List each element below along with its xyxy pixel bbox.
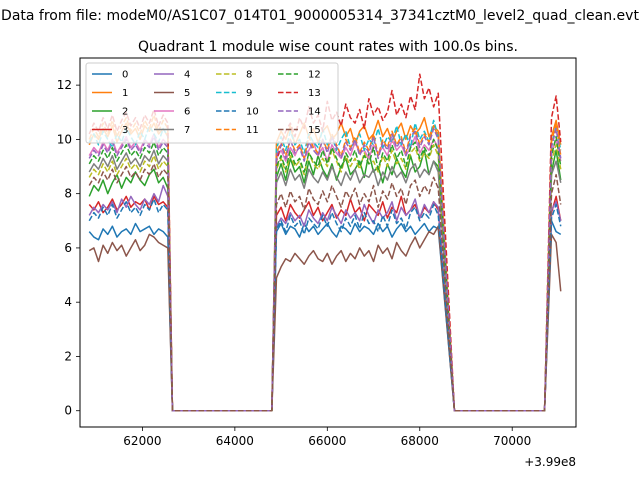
x-tick-label: 66000 [308, 434, 346, 448]
series-line-7 [88, 149, 562, 412]
x-tick-label: 68000 [401, 434, 439, 448]
chart-title: Quadrant 1 module wise count rates with … [138, 39, 518, 55]
legend-label: 13 [308, 88, 321, 99]
legend-label: 12 [308, 70, 321, 81]
legend-label: 1 [122, 88, 128, 99]
axes-frame [79, 57, 577, 428]
y-tick-label: 4 [64, 295, 72, 309]
series-line-9 [88, 119, 562, 412]
y-tick-label: 8 [64, 187, 72, 201]
y-tick-label: 10 [57, 132, 72, 146]
legend-label: 10 [246, 107, 259, 118]
legend-label: 8 [246, 70, 252, 81]
legend-label: 4 [184, 70, 190, 81]
series-line-12 [88, 135, 562, 412]
legend-label: 11 [246, 125, 259, 136]
y-axis: 0 2 4 6 8 10 12 [57, 78, 80, 418]
y-tick-label: 12 [57, 78, 72, 92]
y-tick-label: 0 [64, 404, 72, 418]
legend-label: 6 [184, 107, 190, 118]
legend-label: 15 [308, 125, 321, 136]
series-line-0 [88, 220, 562, 412]
series-line-8 [88, 144, 562, 412]
series-line-2 [88, 149, 562, 412]
series-line-5 [88, 225, 562, 412]
x-axis-offset-label: +3.99e8 [524, 455, 576, 469]
legend-label: 3 [122, 125, 128, 136]
series-line-10 [88, 198, 562, 412]
legend-label: 7 [184, 125, 190, 136]
legend-label: 2 [122, 107, 128, 118]
series-line-4 [88, 184, 562, 412]
x-tick-label: 64000 [216, 434, 254, 448]
y-tick-label: 2 [64, 349, 72, 363]
legend-label: 9 [246, 88, 252, 99]
series-line-3 [88, 195, 562, 412]
x-axis: 62000 64000 66000 68000 70000 [123, 427, 531, 448]
series-line-15 [88, 163, 562, 412]
series-line-14 [88, 127, 562, 412]
figure-suptitle: Data from file: modeM0/AS1C07_014T01_900… [1, 8, 639, 24]
y-tick-label: 6 [64, 241, 72, 255]
legend-label: 14 [308, 107, 321, 118]
x-tick-label: 70000 [493, 434, 531, 448]
legend-label: 0 [122, 70, 128, 81]
legend-box [85, 62, 339, 144]
legend-label: 5 [184, 88, 190, 99]
x-tick-label: 62000 [123, 434, 161, 448]
